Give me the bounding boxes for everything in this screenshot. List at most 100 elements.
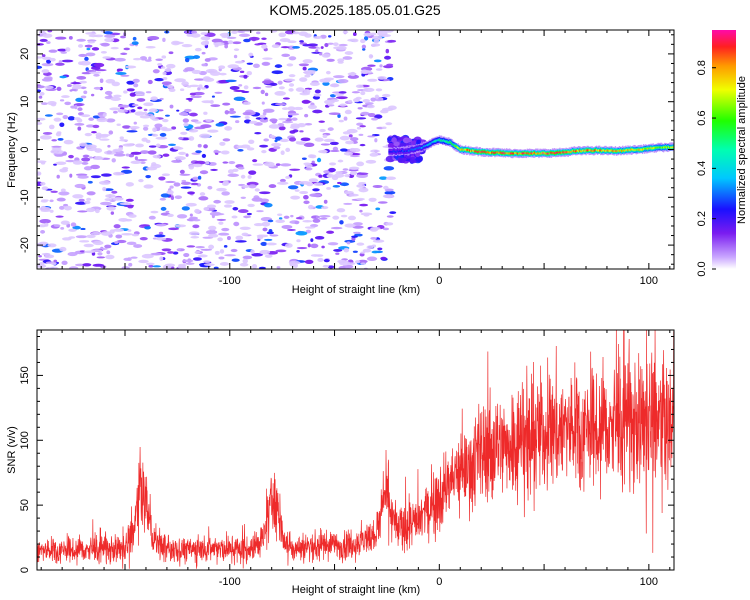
track-core [571, 149, 574, 152]
noise-haze [310, 254, 320, 257]
noise-speckle [192, 218, 201, 222]
noise-speckle [155, 58, 163, 61]
noise-haze [340, 214, 348, 218]
noise-speckle [198, 196, 209, 201]
track-core [541, 151, 543, 154]
noise-haze [290, 195, 301, 200]
noise-speckle [339, 220, 344, 225]
noise-haze [60, 188, 66, 192]
noise-haze [322, 264, 330, 268]
track-core [591, 150, 594, 152]
track-core [566, 151, 568, 154]
noise-speckle [246, 62, 254, 65]
noise-haze [254, 188, 260, 192]
noise-speckle [320, 143, 331, 146]
noise-haze [381, 126, 387, 130]
noise-haze [318, 149, 328, 154]
noise-haze [166, 190, 174, 195]
noise-haze [385, 222, 394, 226]
noise-haze [194, 47, 202, 52]
noise-haze [309, 81, 320, 86]
noise-haze [349, 171, 358, 176]
track-core [411, 148, 413, 151]
noise-haze [298, 31, 309, 37]
noise-haze [84, 200, 91, 205]
noise-haze [304, 163, 313, 168]
track-core [658, 146, 661, 149]
track-core [612, 150, 615, 153]
noise-speckle [55, 36, 67, 40]
track-core [483, 150, 486, 153]
colorbar-tick-label: 0.4 [696, 161, 708, 176]
noise-haze [217, 237, 223, 242]
track-core [493, 152, 495, 154]
track-core [399, 150, 402, 153]
track-core [468, 149, 470, 152]
noise-speckle [260, 89, 265, 95]
noise-speckle [218, 232, 230, 236]
noise-speckle [140, 224, 151, 227]
track-core [611, 149, 613, 152]
noise-speckle [82, 263, 92, 267]
noise-speckle [371, 250, 379, 254]
noise-haze [38, 241, 49, 245]
noise-haze [68, 228, 77, 232]
noise-speckle [210, 104, 221, 108]
track-core [479, 151, 481, 153]
noise-speckle [111, 190, 118, 194]
track-core [638, 149, 641, 151]
track-core [516, 152, 518, 155]
track-core [523, 152, 525, 154]
noise-speckle [312, 218, 321, 223]
noise-haze [143, 102, 154, 107]
noise-speckle [327, 42, 334, 45]
noise-speckle [56, 174, 60, 179]
noise-speckle [132, 36, 137, 41]
noise-speckle [74, 183, 86, 189]
noise-haze [203, 260, 211, 263]
noise-haze [197, 254, 208, 258]
noise-speckle [56, 197, 66, 202]
track-core [521, 152, 523, 155]
track-core [440, 139, 443, 142]
track-core [561, 151, 563, 154]
noise-speckle [327, 242, 339, 246]
noise-haze [377, 76, 387, 80]
noise-speckle [222, 161, 229, 164]
noise-speckle [97, 252, 103, 256]
noise-haze [369, 152, 379, 157]
noise-speckle [176, 109, 180, 112]
noise-haze [356, 126, 362, 130]
noise-haze [313, 93, 322, 97]
noise-speckle [191, 30, 198, 34]
noise-haze [205, 161, 210, 165]
noise-speckle [321, 245, 325, 249]
track-core [597, 149, 600, 152]
spectrogram-x-tick-label: -100 [219, 275, 241, 287]
noise-speckle [299, 130, 304, 133]
noise-speckle [296, 246, 308, 250]
track-onset-blob [405, 138, 413, 143]
noise-haze [336, 208, 346, 213]
noise-haze [166, 63, 176, 69]
noise-haze [96, 117, 108, 123]
colorbar-label: Normalized spectral amplitude [736, 76, 748, 224]
noise-speckle [263, 108, 275, 113]
noise-speckle [78, 198, 85, 202]
noise-speckle [315, 216, 320, 219]
track-core [392, 150, 395, 153]
noise-speckle [186, 245, 196, 248]
noise-haze [63, 205, 72, 211]
noise-speckle [327, 265, 335, 269]
noise-speckle [343, 202, 353, 205]
noise-haze [288, 88, 294, 92]
noise-speckle [287, 185, 299, 190]
noise-haze [205, 119, 213, 122]
track-core [644, 147, 646, 150]
noise-speckle [148, 56, 152, 61]
noise-speckle [126, 130, 138, 133]
track-core [429, 142, 431, 145]
noise-speckle [41, 78, 53, 82]
noise-speckle [37, 85, 46, 89]
track-core [475, 150, 477, 153]
